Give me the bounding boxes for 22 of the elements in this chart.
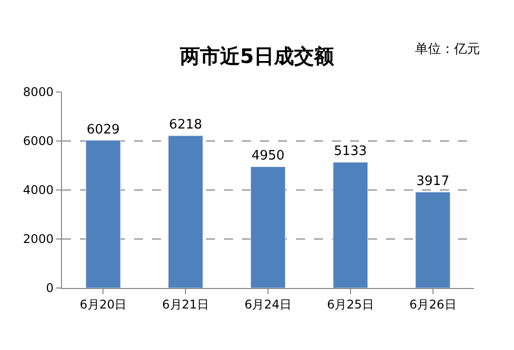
- y-tick-label: 8000: [23, 85, 54, 100]
- bar: [332, 162, 368, 288]
- x-tick-label: 6月26日: [409, 297, 456, 312]
- data-label: 4950: [251, 148, 285, 164]
- y-tick-label: 4000: [23, 183, 54, 198]
- chart-title: 两市近5日成交额: [179, 44, 335, 68]
- x-tick-label: 6月24日: [244, 297, 292, 312]
- bar: [168, 135, 204, 288]
- bar: [250, 166, 286, 288]
- data-label: 5133: [334, 144, 367, 160]
- bar: [415, 192, 450, 288]
- x-tick-label: 6月20日: [80, 297, 127, 312]
- y-tick-label: 0: [46, 281, 54, 296]
- x-tick-label: 6月25日: [326, 297, 374, 312]
- y-tick-label: 6000: [23, 134, 54, 148]
- x-tick-label: 6月21日: [162, 297, 210, 312]
- data-label: 6029: [86, 122, 120, 138]
- data-label: 3917: [416, 174, 450, 190]
- data-label: 6218: [169, 118, 202, 133]
- text: 单位：亿元: [415, 42, 480, 57]
- bar: [86, 140, 121, 288]
- y-tick-label: 2000: [23, 232, 54, 246]
